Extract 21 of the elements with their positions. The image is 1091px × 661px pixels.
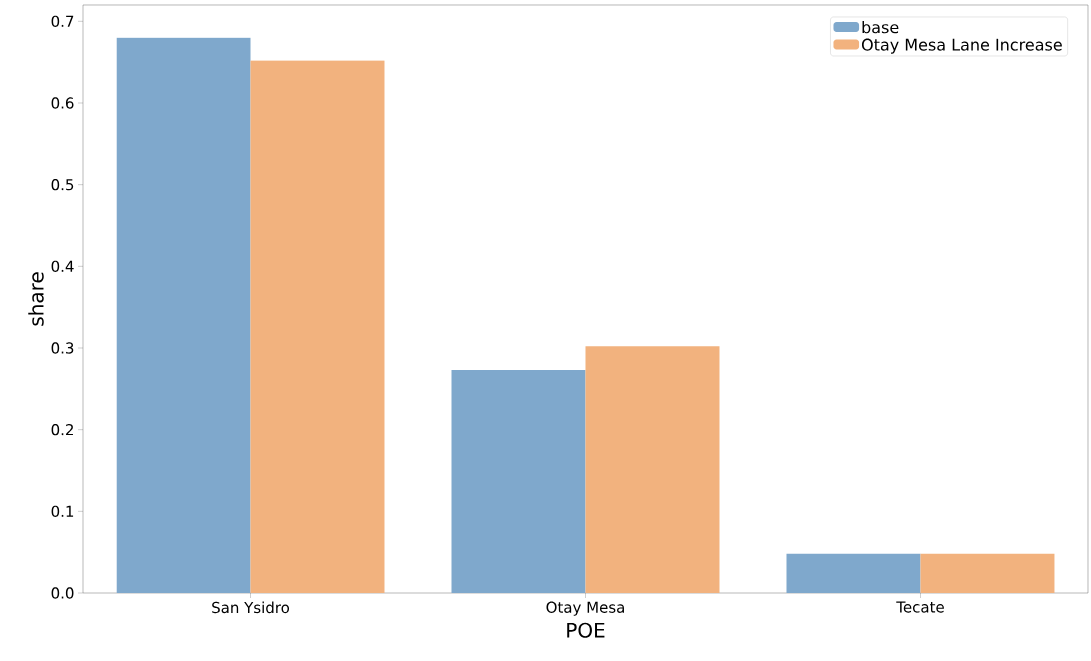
bar bbox=[116, 37, 251, 593]
bar bbox=[786, 553, 921, 593]
legend-label: Otay Mesa Lane Increase bbox=[861, 38, 1062, 54]
y-tick-label: 0.5 bbox=[51, 178, 74, 191]
y-tick-label: 0.1 bbox=[51, 505, 74, 518]
x-tick-label: Tecate bbox=[896, 601, 944, 613]
y-tick-label: 0.7 bbox=[51, 15, 74, 28]
y-tick-label: 0.4 bbox=[51, 260, 74, 273]
x-axis-title: POE bbox=[567, 622, 605, 638]
bar bbox=[250, 60, 385, 593]
bar bbox=[585, 346, 720, 593]
y-tick-label: 0.2 bbox=[51, 423, 73, 436]
x-tick-label: Otay Mesa bbox=[546, 601, 624, 616]
y-axis-title: share bbox=[28, 272, 44, 326]
bar bbox=[920, 553, 1055, 593]
bar bbox=[451, 370, 586, 593]
x-tick-label: San Ysidro bbox=[212, 601, 290, 614]
legend-label: base bbox=[862, 20, 899, 34]
y-tick-label: 0.3 bbox=[51, 342, 74, 354]
y-tick-label: 0.6 bbox=[51, 97, 74, 109]
y-tick-label: 0.0 bbox=[51, 587, 74, 599]
